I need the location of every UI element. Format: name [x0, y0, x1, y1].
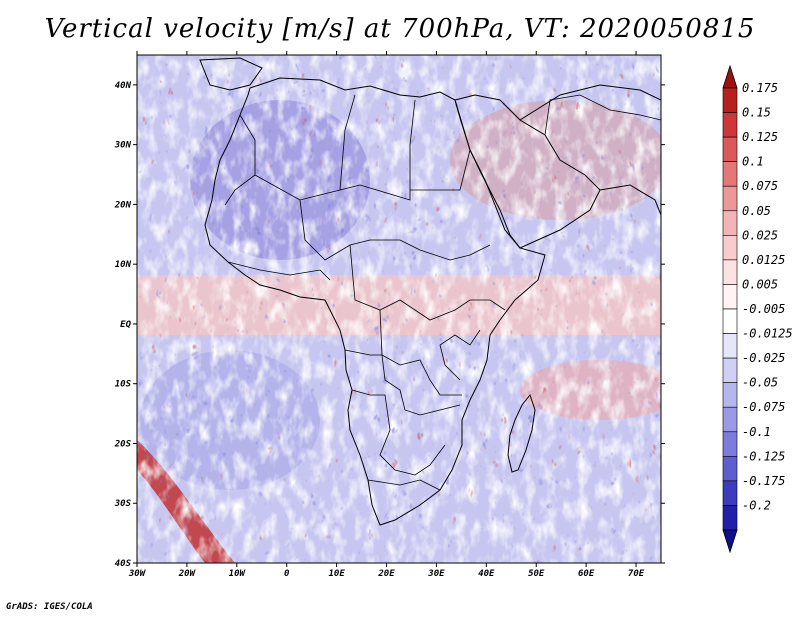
velocity-field	[137, 55, 661, 563]
colorbar-label: 0.005	[742, 277, 778, 291]
colorbar-label: 0.125	[742, 130, 778, 144]
colorbar-label: 0.05	[742, 204, 771, 218]
lon-tick-label: 10E	[328, 569, 345, 579]
colorbar-label: -0.025	[742, 351, 785, 365]
colorbar-label: 0.075	[742, 179, 778, 193]
colorbar-swatch	[722, 406, 738, 433]
map-frame	[136, 54, 662, 564]
colorbar-label: -0.2	[742, 498, 771, 512]
colorbar-swatch	[722, 284, 738, 310]
lon-tick-label: 20E	[377, 569, 395, 579]
lat-tick-label: 40N	[115, 81, 132, 91]
arabia-coastline	[454, 94, 601, 249]
madagascar-coastline	[507, 393, 536, 473]
colorbar-swatch	[722, 87, 738, 113]
colorbar-swatch	[722, 456, 738, 482]
field-speckle-blue	[137, 55, 661, 563]
credit-label: GrADS: IGES/COLA	[6, 602, 93, 612]
colorbar-swatch	[722, 235, 738, 261]
latitude-axis: 40N 30N 20N 10N EQ 10S 20S 30S 40S	[114, 81, 665, 569]
middle-east-coastline	[519, 84, 661, 121]
colorbar-label: -0.175	[742, 474, 785, 488]
colorbar-swatch	[722, 480, 738, 506]
lon-tick-label: 10W	[229, 569, 247, 579]
colorbar-swatch	[722, 112, 738, 138]
lat-tick-label: 20S	[114, 439, 132, 449]
lat-tick-label: 10N	[115, 260, 132, 270]
colorbar-swatch	[722, 431, 738, 457]
colorbar-label: 0.175	[742, 81, 778, 95]
border-line	[344, 349, 461, 416]
colorbar-swatch	[722, 259, 738, 285]
colorbar-label: -0.005	[742, 302, 785, 316]
border-line	[349, 244, 506, 321]
border-line	[351, 389, 446, 476]
lat-tick-label: 40S	[115, 559, 132, 569]
colorbar-swatch	[722, 210, 738, 236]
lat-tick-label: EQ	[120, 320, 131, 330]
colorbar-swatch	[722, 161, 738, 187]
border-line	[299, 199, 491, 261]
colorbar-swatch	[722, 382, 738, 408]
iberia-coastline	[199, 57, 263, 91]
colorbar-swatch	[722, 357, 738, 383]
colorbar-swatch	[722, 308, 738, 334]
colorbar-swatch	[722, 136, 738, 162]
colorbar-label: 0.1	[742, 155, 764, 169]
lat-tick-label: 30N	[114, 141, 132, 151]
colorbar-label: 0.0125	[742, 253, 785, 267]
colorbar-label: 0.025	[742, 228, 778, 242]
colorbar-top-arrow	[722, 64, 738, 89]
lon-tick-label: 0	[284, 569, 290, 579]
lon-tick-label: 30W	[128, 569, 147, 579]
border-line	[227, 261, 331, 281]
colorbar-label: 0.15	[742, 106, 771, 120]
lon-tick-label: 20W	[178, 569, 197, 579]
lat-tick-label: 20N	[114, 200, 132, 210]
colorbar-label: -0.05	[742, 376, 778, 390]
south-asia-coastline	[599, 184, 661, 216]
colorbar-bottom-arrow	[722, 529, 738, 554]
colorbar-swatch	[722, 505, 738, 531]
longitude-axis: 30W 20W 10W 0 10E 20E 30E 40E 50E 60E 70E	[128, 51, 645, 579]
map-title: Vertical velocity [m/s] at 700hPa, VT: 2…	[44, 14, 756, 44]
lat-tick-label: 30S	[114, 499, 132, 509]
lon-tick-label: 70E	[628, 569, 645, 579]
lon-tick-label: 30E	[427, 569, 445, 579]
colorbar-label: -0.075	[742, 400, 785, 414]
colorbar-label: -0.125	[742, 449, 785, 463]
colorbar: 0.175 0.15 0.125 0.1 0.075 0.05 0.025 0.0125 0.0…	[722, 64, 793, 554]
lon-tick-label: 40E	[478, 569, 495, 579]
border-line	[544, 94, 661, 136]
lon-tick-label: 60E	[578, 569, 595, 579]
border-line	[410, 149, 471, 191]
colorbar-swatch	[722, 333, 738, 359]
border-line	[439, 329, 481, 381]
colorbar-label: -0.1	[742, 425, 771, 439]
country-borders	[224, 94, 661, 491]
lon-tick-label: 50E	[528, 569, 545, 579]
border-line	[339, 94, 356, 191]
border-line	[367, 479, 441, 491]
lat-tick-label: 10S	[115, 380, 132, 390]
colorbar-swatch	[722, 185, 738, 212]
colorbar-label: -0.0125	[742, 327, 793, 341]
